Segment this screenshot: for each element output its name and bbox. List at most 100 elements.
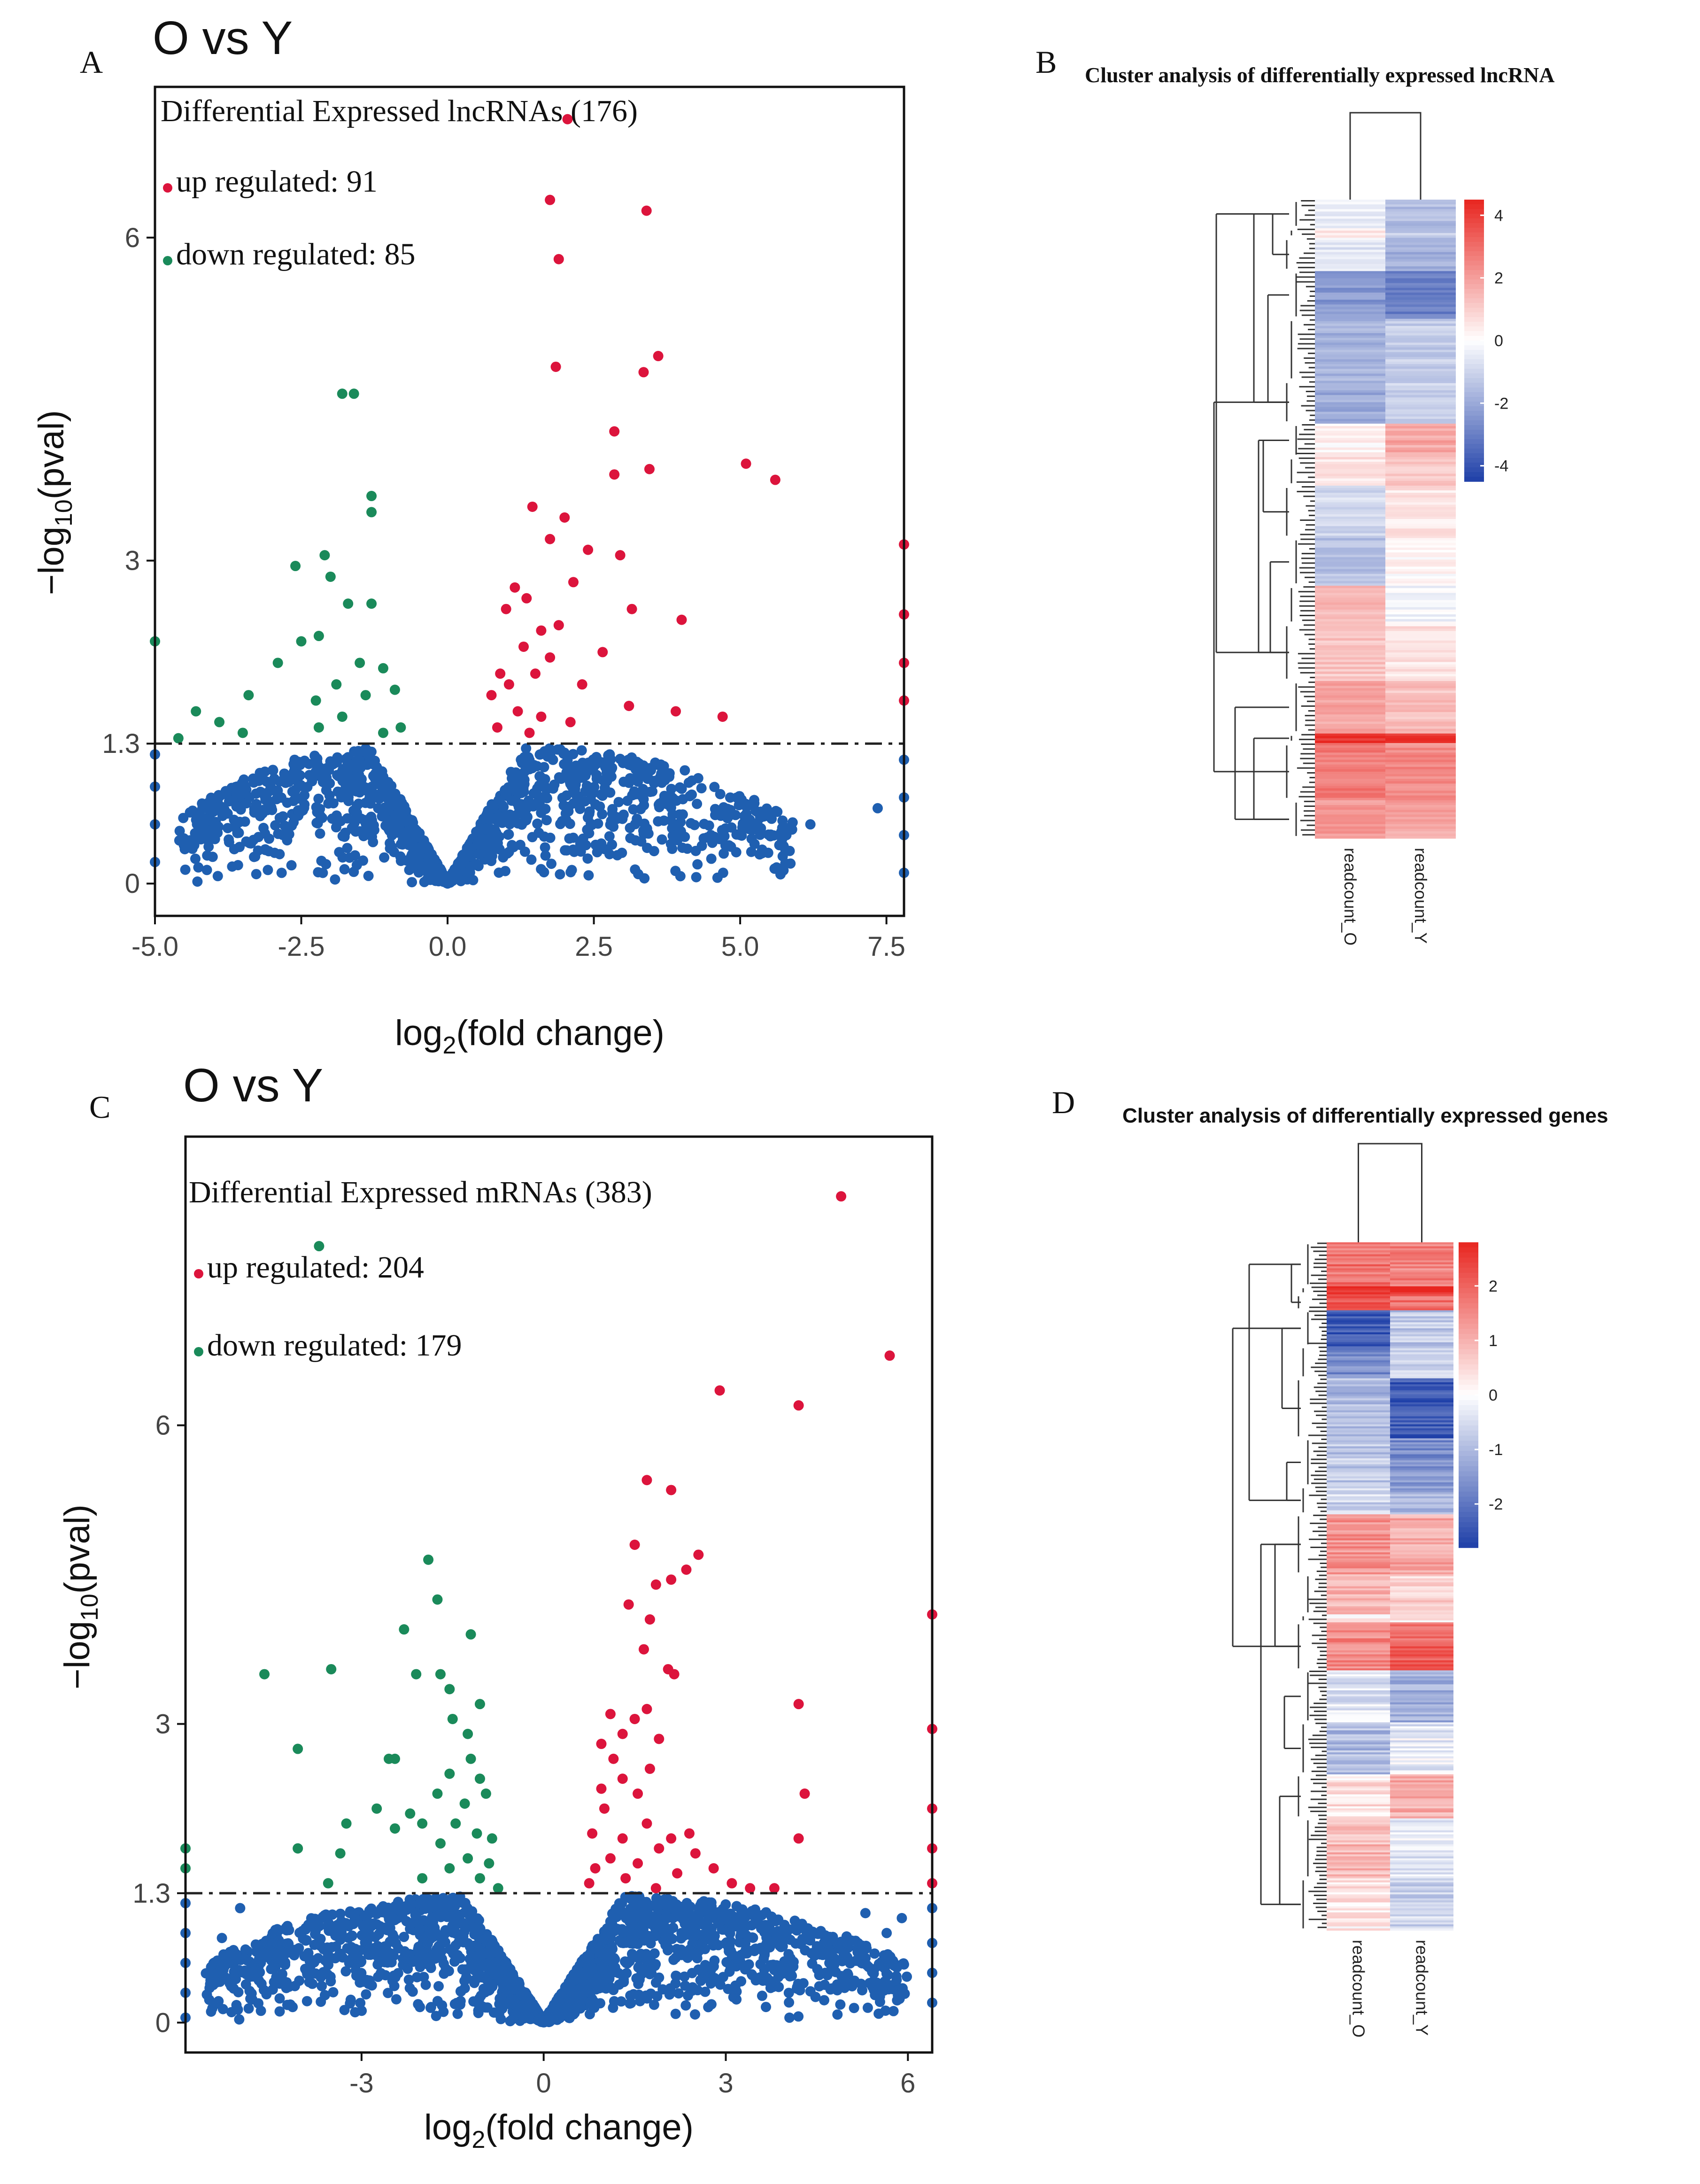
- ns-point: [673, 1988, 684, 1999]
- heatmap-cell: [1390, 1398, 1453, 1401]
- heatmap-cell: [1390, 1460, 1453, 1463]
- ns-point: [327, 1921, 338, 1932]
- heatmap-cell: [1385, 426, 1456, 429]
- ns-point: [585, 794, 596, 805]
- ns-point: [857, 1985, 867, 1996]
- down-regulated-point: [484, 1858, 495, 1869]
- ns-point: [625, 1998, 635, 2009]
- ns-point: [529, 760, 540, 770]
- colorbar-step: [1464, 467, 1484, 472]
- heatmap-cell: [1385, 571, 1456, 574]
- heatmap-cell: [1315, 471, 1385, 474]
- heatmap-cell: [1315, 538, 1385, 541]
- ns-point: [523, 752, 534, 763]
- x-tick-label: -5.0: [131, 931, 178, 962]
- up-regulated-point: [530, 668, 541, 679]
- heatmap-cell: [1327, 1344, 1390, 1347]
- heatmap-cell: [1390, 1280, 1453, 1283]
- heatmap-cell: [1327, 1308, 1390, 1311]
- ns-point: [581, 781, 592, 791]
- up-regulated-point: [597, 647, 608, 658]
- up-regulated-point: [638, 367, 649, 378]
- ns-point: [694, 1945, 705, 1956]
- heatmap-cell: [1385, 538, 1456, 541]
- heatmap-cell: [1327, 1272, 1390, 1275]
- ns-point: [582, 824, 593, 835]
- heatmap-cell: [1315, 602, 1385, 605]
- heatmap-cell: [1315, 550, 1385, 553]
- heatmap-cell: [1390, 1242, 1453, 1245]
- ns-point: [880, 1954, 891, 1965]
- ns-point: [228, 1945, 239, 1955]
- up-regulated-point: [605, 1709, 616, 1719]
- heatmap-cell: [1385, 407, 1456, 410]
- ns-point: [695, 1975, 706, 1985]
- heatmap-cell: [1390, 1438, 1453, 1441]
- heatmap-cell: [1315, 614, 1385, 617]
- heatmap-cell: [1385, 304, 1456, 307]
- heatmap-cell: [1390, 1406, 1453, 1409]
- heatmap-cell: [1390, 1318, 1453, 1321]
- heatmap-cell: [1315, 359, 1385, 362]
- ns-point: [362, 1930, 372, 1940]
- ns-point: [874, 1997, 885, 2007]
- heatmap-cell: [1327, 1468, 1390, 1471]
- heatmap-cell: [1327, 1256, 1390, 1259]
- up-regulated-point: [650, 1579, 661, 1590]
- y-tick-label: 0: [125, 868, 140, 899]
- up-regulated-point: [584, 1878, 595, 1889]
- heatmap-cell: [1315, 659, 1385, 663]
- heatmap-cell: [1315, 764, 1385, 767]
- heatmap-cell: [1327, 1428, 1390, 1431]
- heatmap-cell: [1315, 449, 1385, 453]
- heatmap-cell: [1390, 1278, 1453, 1281]
- down-regulated-point: [465, 1753, 476, 1764]
- heatmap-cell: [1390, 1386, 1453, 1389]
- heatmap-cell: [1385, 469, 1456, 472]
- ns-point: [891, 1971, 902, 1982]
- heatmap-cell: [1327, 1338, 1390, 1341]
- ns-point: [564, 819, 575, 829]
- up-regulated-point: [545, 534, 556, 544]
- ns-point: [235, 1903, 246, 1913]
- ns-point: [540, 850, 551, 861]
- ns-point: [203, 826, 214, 836]
- heatmap-cell: [1390, 1404, 1453, 1407]
- heatmap-cell: [1315, 356, 1385, 360]
- heatmap-cell: [1327, 1332, 1390, 1335]
- ns-point: [270, 1925, 281, 1936]
- ns-point: [250, 851, 261, 862]
- colorbar-step: [1464, 218, 1484, 224]
- heatmap-b-cells: [1315, 200, 1456, 839]
- heatmap-cell: [1390, 1470, 1453, 1473]
- heatmap-cell: [1385, 829, 1456, 832]
- heatmap-cell: [1385, 285, 1456, 288]
- heatmap-cell: [1385, 695, 1456, 698]
- ns-point: [282, 835, 293, 846]
- heatmap-cell: [1315, 788, 1385, 791]
- ns-point: [310, 1929, 320, 1939]
- heatmap-cell: [1315, 724, 1385, 727]
- ns-point: [872, 803, 883, 813]
- ns-point: [605, 1965, 616, 1976]
- ns-point: [383, 1988, 394, 1998]
- ns-point: [448, 1892, 458, 1903]
- heatmap-cell: [1385, 824, 1456, 827]
- heatmap-cell: [1385, 359, 1456, 362]
- heatmap-cell: [1390, 1294, 1453, 1297]
- heatmap-cell: [1390, 1348, 1453, 1351]
- down-regulated-point: [411, 1669, 422, 1680]
- heatmap-cell: [1315, 633, 1385, 636]
- heatmap-cell: [1385, 638, 1456, 641]
- heatmap-cell: [1315, 424, 1385, 426]
- ns-point: [659, 790, 670, 801]
- heatmap-cell: [1315, 497, 1385, 500]
- heatmap-cell: [1315, 540, 1385, 543]
- heatmap-cell: [1327, 1322, 1390, 1325]
- ns-point: [401, 1916, 412, 1927]
- heatmap-cell: [1390, 1402, 1453, 1405]
- down-regulated-point: [399, 1624, 410, 1635]
- heatmap-cell: [1315, 371, 1385, 374]
- heatmap-cell: [1315, 331, 1385, 333]
- ns-point: [675, 826, 686, 836]
